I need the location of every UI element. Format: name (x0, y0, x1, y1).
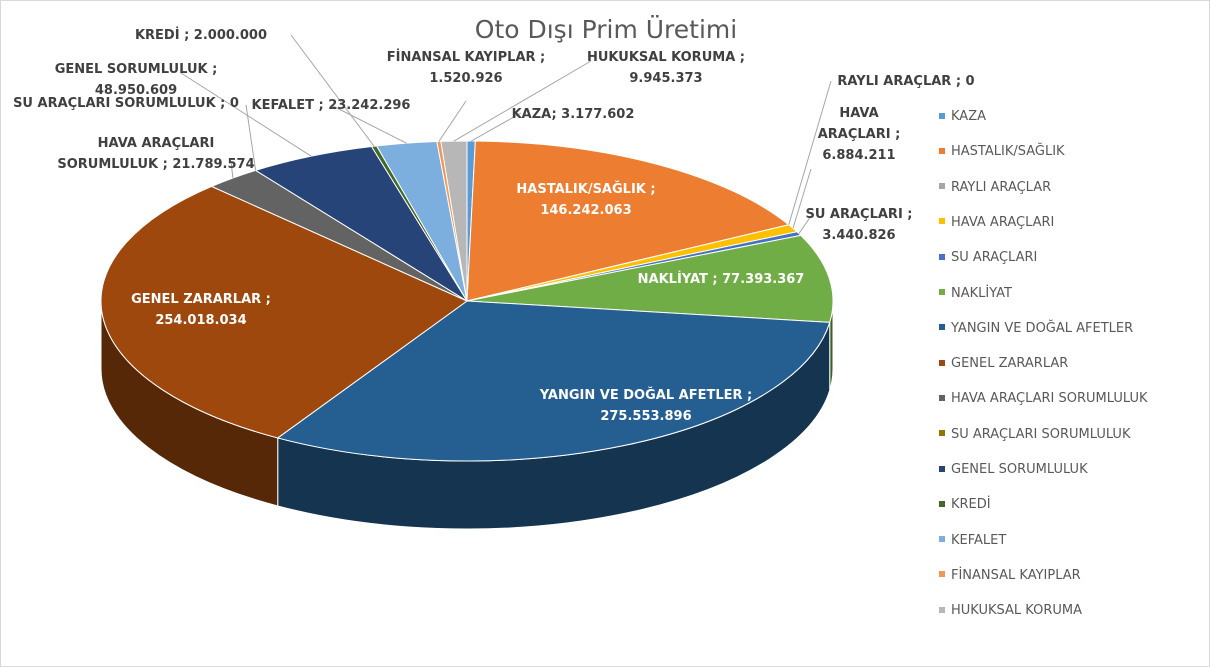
data-label: KEFALET ; 23.242.296 (251, 98, 411, 113)
legend-swatch (939, 394, 945, 401)
legend-swatch (939, 218, 945, 225)
legend-swatch (939, 359, 945, 366)
slice (466, 234, 834, 323)
data-label: HASTALIK/SAĞLIK ; 146.242.063 (516, 182, 656, 218)
legend-swatch (939, 606, 945, 613)
leader-line (180, 72, 312, 157)
leader-line (230, 160, 234, 179)
leader-line (453, 60, 592, 142)
legend-swatch (939, 465, 945, 472)
legend-swatch (939, 147, 945, 154)
leader-line (470, 112, 522, 142)
data-label: HUKUKSAL KORUMA ; 9.945.373 (587, 50, 745, 86)
legend-entry: HASTALIK/SAĞLIK (939, 144, 1065, 159)
data-label: GENEL ZARARLAR ; 254.018.034 (131, 292, 271, 328)
legend-label: SU ARAÇLARI SORUMLULUK (951, 426, 1131, 442)
leader-line (290, 34, 375, 147)
legend-entry: FİNANSAL KAYIPLAR (939, 568, 1081, 583)
slice (466, 140, 790, 302)
slice (276, 300, 831, 462)
legend-label: KREDİ (951, 497, 991, 513)
leader-line (330, 104, 407, 144)
legend-label: NAKLİYAT (951, 285, 1012, 301)
legend-entry: GENEL ZARARLAR (939, 356, 1068, 371)
legend-label: KEFALET (951, 532, 1007, 548)
legend-label: HUKUKSAL KORUMA (951, 603, 1082, 619)
legend-label: FİNANSAL KAYIPLAR (951, 567, 1081, 583)
data-label: KAZA; 3.177.602 (511, 107, 635, 122)
leader-line (438, 100, 467, 142)
legend-entry: YANGIN VE DOĞAL AFETLER (939, 321, 1133, 336)
legend-label: RAYLI ARAÇLAR (951, 179, 1052, 195)
data-label: KREDİ ; 2.000.000 (134, 28, 268, 43)
legend-entry: HUKUKSAL KORUMA (939, 603, 1082, 618)
data-label: RAYLI ARAÇLAR ; 0 (837, 74, 975, 89)
legend-swatch (939, 571, 945, 578)
legend-entry: HAVA ARAÇLARI (939, 215, 1054, 230)
legend-entry: KREDİ (939, 497, 991, 512)
data-label: YANGIN VE DOĞAL AFETLER ; 275.553.896 (539, 388, 753, 424)
legend-swatch (939, 289, 945, 295)
legend-swatch (939, 500, 945, 507)
legend-label: GENEL SORUMLULUK (951, 462, 1088, 477)
data-label: SU ARAÇLARI SORUMLULUK ; 0 (13, 96, 239, 111)
legend-label: HAVA ARAÇLARI SORUMLULUK (951, 391, 1148, 407)
legend-entry: HAVA ARAÇLARI SORUMLULUK (939, 391, 1148, 406)
legend-swatch (939, 324, 945, 331)
legend-label: KAZA (951, 109, 986, 124)
legend-label: GENEL ZARARLAR (951, 356, 1069, 372)
slice (100, 185, 468, 439)
legend-entry: RAYLI ARAÇLAR (939, 180, 1051, 195)
data-label: FİNANSAL KAYIPLAR ; 1.520.926 (386, 50, 546, 86)
leader-line (798, 215, 812, 234)
legend-entry: GENEL SORUMLULUK (939, 462, 1088, 477)
legend-label: HAVA ARAÇLARI (951, 214, 1055, 230)
data-label: SU ARAÇLARI ; 3.440.826 (805, 207, 913, 243)
legend-swatch (939, 183, 945, 190)
legend-swatch (939, 536, 945, 543)
slice (254, 146, 468, 302)
legend-entry: KEFALET (939, 533, 1006, 548)
legend-swatch (939, 430, 945, 437)
leader-line (792, 168, 812, 229)
data-label: HAVA ARAÇLARI ; 6.884.211 (817, 106, 901, 163)
data-label: GENEL SORUMLULUK ; 48.950.609 (54, 62, 218, 98)
legend-entry: NAKLİYAT (939, 286, 1012, 301)
legend-label: HASTALIK/SAĞLIK (951, 144, 1065, 160)
data-label: HAVA ARAÇLARI SORUMLULUK ; 21.789.574 (57, 136, 255, 172)
legend-swatch (939, 112, 945, 119)
slice (440, 140, 468, 302)
legend-entry: KAZA (939, 109, 986, 124)
legend-swatch (939, 253, 945, 260)
data-label: NAKLİYAT ; 77.393.367 (637, 272, 805, 287)
legend-label: SU ARAÇLARI (951, 250, 1038, 266)
legend-label: YANGIN VE DOĞAL AFETLER (951, 320, 1134, 336)
legend-entry: SU ARAÇLARI SORUMLULUK (939, 427, 1130, 442)
legend-entry: SU ARAÇLARI (939, 250, 1037, 265)
leader-line (788, 80, 832, 225)
chart-title: Oto Dışı Prim Üretimi (474, 15, 738, 44)
